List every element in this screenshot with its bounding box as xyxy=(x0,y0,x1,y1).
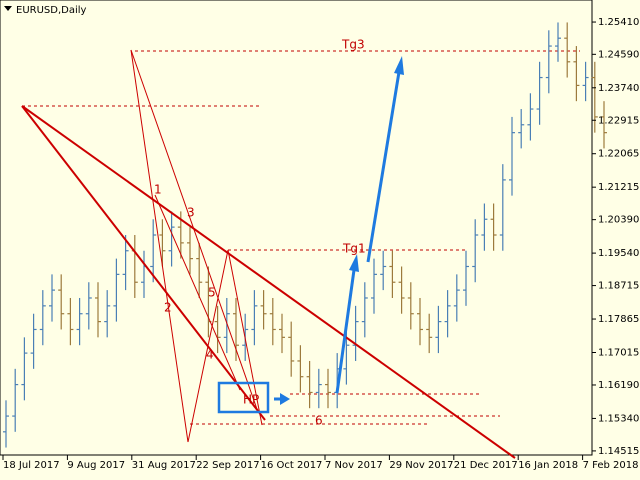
levels xyxy=(22,50,580,425)
x-tick-label: 22 Sep 2017 xyxy=(196,460,259,471)
annotation: HP xyxy=(243,393,259,407)
x-tick-label: 31 Aug 2017 xyxy=(132,460,196,471)
y-tick-label: 1.17865 xyxy=(598,314,639,325)
annotation: 6 xyxy=(315,414,323,428)
y-tick-label: 1.14515 xyxy=(598,446,639,457)
trend-lines xyxy=(21,49,516,459)
annotation: 4 xyxy=(206,348,214,362)
y-tick-label: 1.22915 xyxy=(598,115,639,126)
x-tick-label: 7 Nov 2017 xyxy=(325,460,383,471)
x-tick-label: 29 Nov 2017 xyxy=(389,460,453,471)
x-tick-label: 16 Jan 2018 xyxy=(518,460,578,471)
annotations: Tg3 Tg1 1 3 2 5 4 HP 6 xyxy=(154,38,366,428)
menu-marker xyxy=(4,6,12,11)
annotation: 1 xyxy=(154,183,162,197)
bars xyxy=(3,22,607,448)
y-tick-label: 1.25410 xyxy=(598,17,639,28)
y-tick-label: 1.20390 xyxy=(598,215,639,226)
y-tick-label: 1.23740 xyxy=(598,83,639,94)
x-tick-label: 9 Aug 2017 xyxy=(67,460,125,471)
y-tick-label: 1.18715 xyxy=(598,281,639,292)
annotation: 3 xyxy=(187,206,195,220)
annotation: 2 xyxy=(164,301,172,315)
y-tick-label: 1.22065 xyxy=(598,149,639,160)
y-tick-label: 1.21215 xyxy=(598,182,639,193)
y-tick-label: 1.16190 xyxy=(598,380,639,391)
x-tick-label: 16 Oct 2017 xyxy=(261,460,323,471)
x-tick-label: 18 Jul 2017 xyxy=(3,460,60,471)
x-tick-label: 21 Dec 2017 xyxy=(454,460,518,471)
annotation: Tg1 xyxy=(342,242,366,256)
annotation: Tg3 xyxy=(341,38,365,52)
y-tick-label: 1.15340 xyxy=(598,413,639,424)
projection xyxy=(217,71,401,414)
chart-title: EURUSD,Daily xyxy=(16,5,87,16)
y-tick-label: 1.19540 xyxy=(598,248,639,259)
y-tick-label: 1.24590 xyxy=(598,49,639,60)
annotation: 5 xyxy=(208,286,216,300)
y-tick-label: 1.17015 xyxy=(598,348,639,359)
arrow-heads xyxy=(280,56,404,405)
x-tick-label: 7 Feb 2018 xyxy=(583,460,639,471)
